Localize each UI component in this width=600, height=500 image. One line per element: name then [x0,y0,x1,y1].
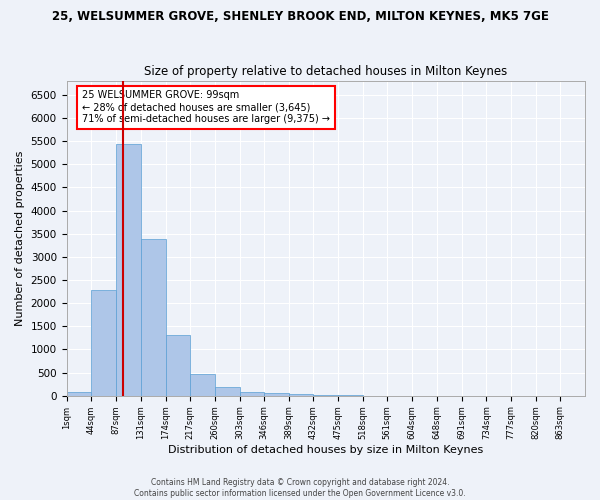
Bar [67,392,91,396]
Bar [239,392,264,396]
Bar [116,144,141,396]
Bar [289,394,313,396]
Bar [190,374,215,396]
Bar [264,393,289,396]
X-axis label: Distribution of detached houses by size in Milton Keynes: Distribution of detached houses by size … [168,445,484,455]
Bar [141,240,166,396]
Bar [215,387,239,396]
Bar [91,290,116,396]
Y-axis label: Number of detached properties: Number of detached properties [15,150,25,326]
Text: 25, WELSUMMER GROVE, SHENLEY BROOK END, MILTON KEYNES, MK5 7GE: 25, WELSUMMER GROVE, SHENLEY BROOK END, … [52,10,548,23]
Bar [166,335,190,396]
Text: Contains HM Land Registry data © Crown copyright and database right 2024.
Contai: Contains HM Land Registry data © Crown c… [134,478,466,498]
Title: Size of property relative to detached houses in Milton Keynes: Size of property relative to detached ho… [144,66,508,78]
Text: 25 WELSUMMER GROVE: 99sqm
← 28% of detached houses are smaller (3,645)
71% of se: 25 WELSUMMER GROVE: 99sqm ← 28% of detac… [82,90,330,124]
